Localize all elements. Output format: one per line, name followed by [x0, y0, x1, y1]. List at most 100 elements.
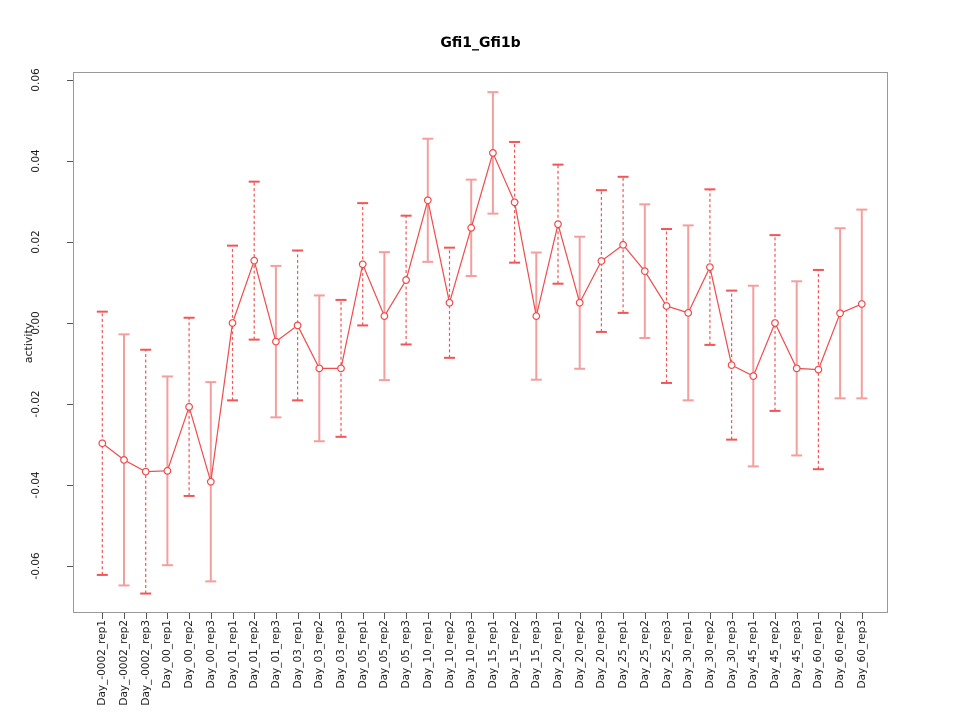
x-tick-label: Day_00_rep2	[183, 620, 196, 689]
data-point	[857, 300, 866, 308]
data-point	[662, 302, 671, 310]
chart-canvas	[96, 91, 868, 595]
data-point	[423, 196, 432, 205]
x-tick-label: Day_30_rep2	[703, 620, 716, 689]
x-tick-label: Day_01_rep2	[248, 620, 261, 689]
x-tick-mark	[189, 613, 191, 619]
series-line	[101, 151, 863, 482]
data-point	[597, 257, 606, 265]
y-tick-label: 0.04	[30, 149, 42, 173]
x-tick-label: Day_01_rep1	[226, 620, 239, 689]
data-point	[445, 298, 454, 307]
x-tick-label: Day_15_rep2	[508, 620, 521, 689]
x-tick-mark	[341, 613, 342, 619]
x-tick-label: Day_00_rep3	[204, 620, 217, 689]
x-tick-label: Day_00_rep1	[161, 620, 174, 689]
x-tick-mark	[840, 613, 842, 619]
data-point	[120, 455, 128, 464]
x-tick-mark	[536, 613, 538, 619]
y-tick-label: -0.06	[30, 552, 42, 580]
x-tick-label: Day_20_rep3	[595, 620, 608, 689]
x-tick-mark	[102, 613, 104, 619]
x-tick-mark	[124, 613, 125, 619]
y-tick-label: -0.04	[30, 471, 42, 499]
data-point	[315, 364, 324, 373]
y-axis-title: activity	[22, 322, 35, 363]
x-tick-mark	[427, 613, 429, 619]
data-point	[467, 223, 476, 232]
x-tick-label: Day_-0002_rep3	[139, 620, 152, 706]
data-point	[727, 361, 736, 370]
x-tick-label: Day_03_rep3	[335, 620, 347, 689]
x-tick-mark	[731, 613, 733, 619]
y-tick-label: 0.06	[30, 68, 42, 92]
x-tick-label: Day_-0002_rep1	[96, 620, 109, 706]
x-tick-mark	[275, 613, 277, 619]
x-tick-label: Day_45_rep2	[769, 620, 781, 689]
data-point	[771, 319, 779, 327]
data-point	[532, 312, 541, 321]
x-tick-mark	[471, 613, 473, 619]
x-tick-label: Day_60_rep1	[812, 620, 825, 689]
x-tick-label: Day_05_rep2	[378, 620, 391, 689]
x-tick-mark	[861, 613, 863, 619]
x-tick-mark	[666, 613, 668, 619]
data-point	[380, 312, 389, 321]
x-tick-mark	[362, 613, 364, 619]
data-point	[271, 337, 280, 346]
x-tick-label: Day_20_rep2	[573, 620, 586, 689]
data-point	[141, 467, 150, 476]
data-point	[619, 240, 627, 249]
plot-area	[73, 72, 888, 613]
x-tick-label: Day_03_rep2	[313, 620, 326, 689]
data-point	[337, 364, 345, 373]
data-point	[706, 263, 714, 272]
x-tick-mark	[753, 613, 755, 619]
data-point	[98, 439, 107, 448]
data-point	[684, 308, 693, 317]
x-tick-mark	[579, 613, 581, 619]
x-tick-mark	[514, 613, 516, 619]
data-point	[358, 260, 367, 269]
chart-title: Gfi1_Gfi1b	[440, 35, 521, 51]
x-tick-label: Day_30_rep1	[682, 620, 695, 689]
x-tick-mark	[319, 613, 321, 619]
x-tick-mark	[623, 613, 625, 619]
x-tick-label: Day_25_rep2	[638, 620, 651, 689]
data-point	[640, 267, 649, 276]
x-tick-label: Day_45_rep1	[747, 620, 760, 689]
x-tick-mark	[406, 613, 408, 619]
data-point	[228, 319, 237, 327]
data-point	[163, 466, 172, 475]
data-point	[250, 256, 259, 265]
x-tick-mark	[818, 613, 820, 619]
data-point	[814, 365, 823, 374]
x-tick-label: Day_15_rep3	[530, 620, 543, 689]
x-tick-label: Day_05_rep3	[400, 620, 413, 689]
y-tick-label: 0.02	[30, 230, 42, 254]
x-tick-mark	[167, 613, 169, 619]
x-tick-label: Day_15_rep1	[486, 620, 499, 689]
x-tick-mark	[145, 613, 147, 619]
x-tick-label: Day_01_rep3	[269, 620, 282, 689]
x-tick-mark	[709, 613, 711, 619]
data-point	[554, 220, 562, 229]
x-tick-mark	[232, 613, 234, 619]
data-point	[749, 372, 758, 380]
x-tick-label: Day_30_rep3	[725, 620, 738, 689]
x-tick-label: Day_-0002_rep2	[118, 620, 130, 706]
x-tick-mark	[384, 613, 386, 619]
x-tick-mark	[644, 613, 646, 619]
x-tick-mark	[492, 613, 494, 619]
x-tick-label: Day_03_rep1	[291, 620, 304, 689]
y-tick-label: -0.02	[30, 390, 42, 418]
x-tick-label: Day_60_rep2	[834, 620, 847, 689]
data-point	[792, 364, 801, 373]
x-tick-label: Day_10_rep1	[421, 620, 434, 689]
x-tick-label: Day_10_rep3	[465, 620, 478, 689]
data-point	[293, 321, 302, 330]
x-tick-mark	[601, 613, 603, 619]
x-tick-label: Day_60_rep3	[855, 620, 868, 689]
x-tick-mark	[254, 613, 256, 619]
